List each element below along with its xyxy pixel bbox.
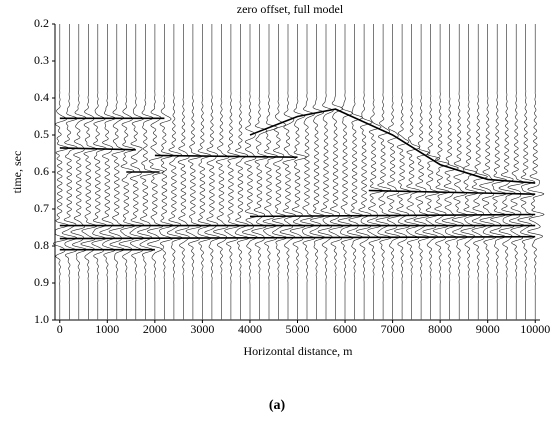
x-tick-label: 3000 [190, 322, 214, 336]
trace [108, 24, 126, 320]
trace [527, 24, 545, 320]
trace [422, 24, 441, 320]
trace [300, 24, 316, 320]
x-tick-label: 5000 [286, 322, 310, 336]
trace [224, 24, 241, 320]
x-tick-label: 8000 [428, 322, 452, 336]
trace [394, 24, 412, 320]
y-tick-label: 0.4 [34, 90, 49, 104]
trace [355, 24, 373, 320]
trace [384, 24, 402, 320]
caption: (a) [269, 398, 286, 413]
trace [367, 24, 384, 320]
reflection-event [154, 154, 298, 158]
reflection-event [249, 213, 536, 218]
trace [404, 24, 421, 320]
trace [479, 24, 497, 320]
reflection-event [59, 235, 536, 240]
trace [413, 24, 431, 320]
chart-title: zero offset, full model [237, 2, 344, 16]
trace [197, 24, 212, 320]
y-tick-label: 0.7 [34, 201, 49, 215]
trace [309, 24, 326, 320]
y-tick-label: 0.3 [34, 53, 49, 67]
trace [99, 24, 116, 320]
trace [251, 24, 269, 320]
reflection-event [368, 189, 536, 195]
x-tick-label: 2000 [143, 322, 167, 336]
trace [262, 24, 278, 320]
trace [185, 24, 202, 320]
trace [471, 24, 489, 320]
trace [241, 24, 258, 320]
x-tick-label: 9000 [476, 322, 500, 336]
trace [213, 24, 230, 320]
trace [460, 24, 479, 320]
y-tick-label: 0.9 [34, 275, 49, 289]
y-tick-label: 0.6 [34, 164, 49, 178]
x-tick-label: 1000 [95, 322, 119, 336]
y-tick-label: 0.2 [34, 16, 49, 30]
trace [70, 24, 88, 320]
x-tick-label: 7000 [381, 322, 405, 336]
x-axis-label: Horizontal distance, m [244, 344, 354, 358]
trace [61, 24, 78, 320]
trace [441, 24, 459, 320]
x-tick-label: 4000 [238, 322, 262, 336]
trace [507, 24, 525, 320]
trace [346, 24, 364, 320]
y-axis-label: time, sec [10, 151, 24, 194]
trace [489, 24, 508, 320]
y-tick-label: 0.8 [34, 238, 49, 252]
trace [166, 24, 183, 320]
trace [289, 24, 307, 320]
x-tick-label: 0 [57, 322, 63, 336]
trace [337, 24, 354, 320]
trace [91, 24, 107, 320]
reflection-event [249, 108, 536, 184]
trace [53, 24, 70, 320]
trace [80, 24, 98, 320]
y-tick-label: 1.0 [34, 312, 49, 326]
trace [328, 24, 344, 320]
y-tick-label: 0.5 [34, 127, 49, 141]
x-tick-label: 10000 [520, 322, 550, 336]
trace [204, 24, 221, 320]
x-tick-label: 6000 [333, 322, 357, 336]
trace [279, 24, 297, 320]
trace [234, 24, 250, 320]
trace [517, 24, 536, 320]
trace [375, 24, 392, 320]
trace [317, 24, 334, 320]
trace [432, 24, 450, 320]
trace [498, 24, 516, 320]
trace [174, 24, 190, 320]
trace [159, 24, 174, 320]
trace [271, 24, 288, 320]
reflection-event [59, 147, 136, 151]
